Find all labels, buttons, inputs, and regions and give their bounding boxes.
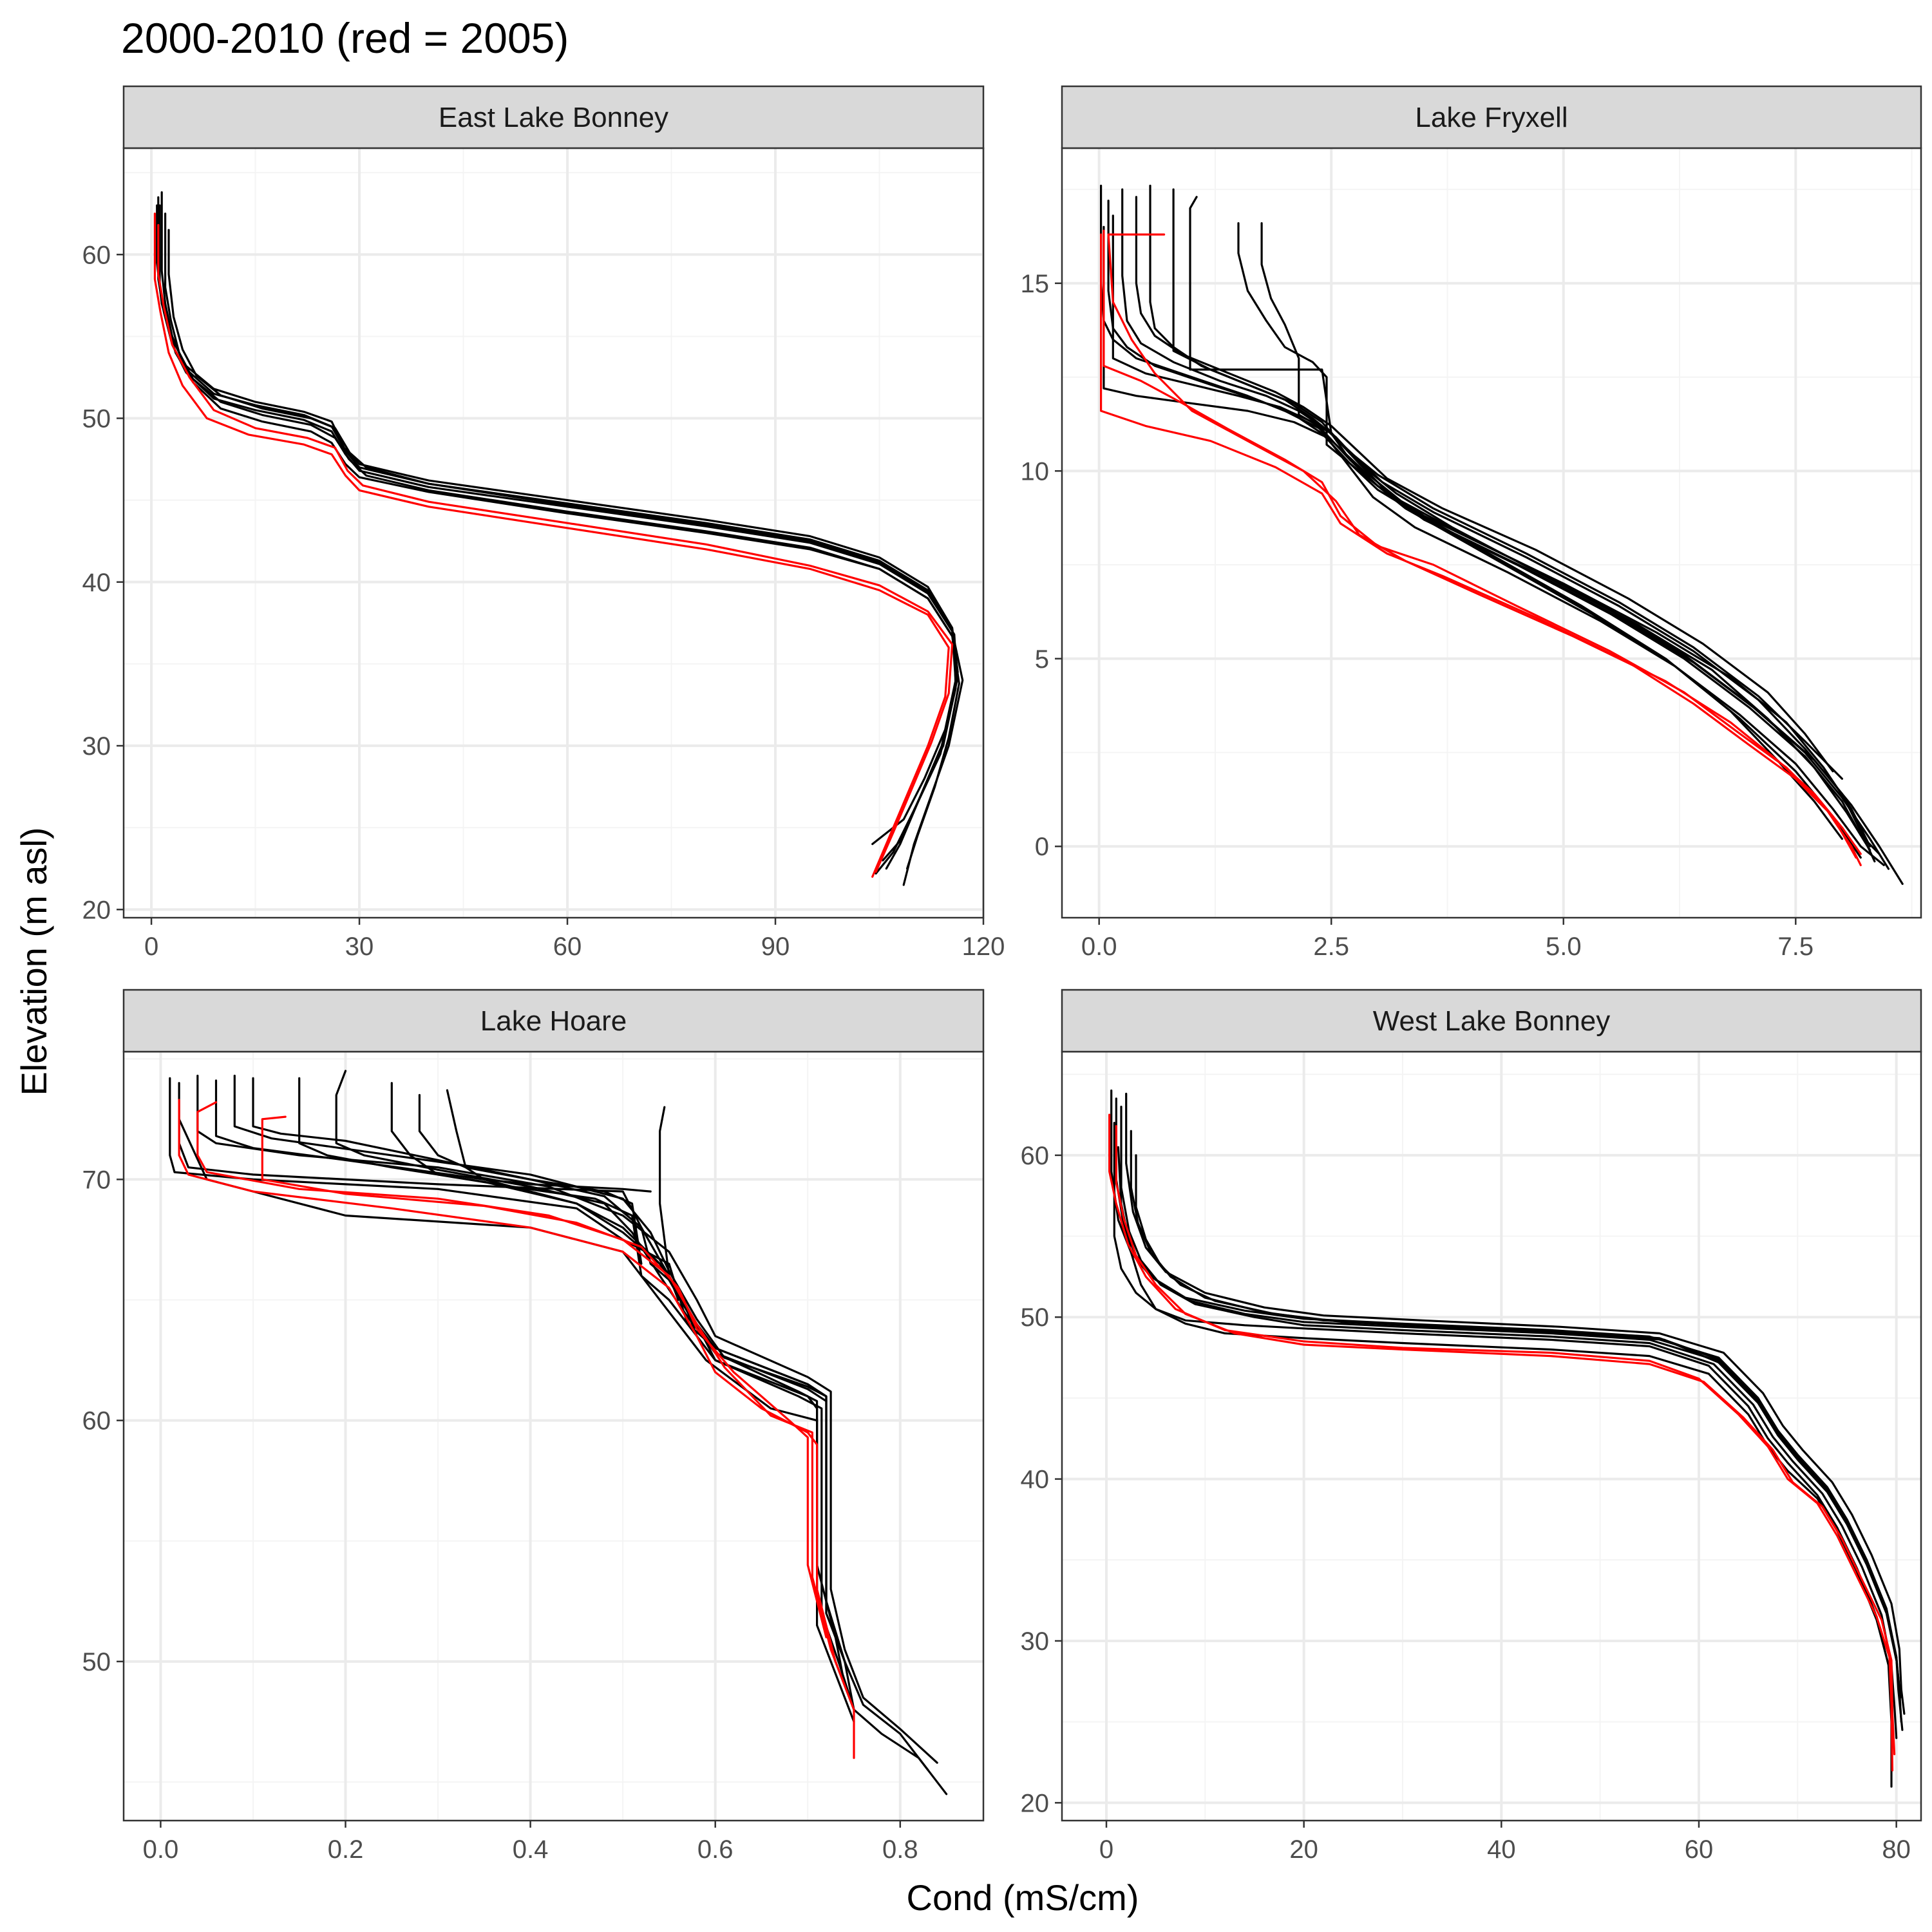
series-line-2005 [261,1115,828,1639]
series-line [1135,1154,1898,1662]
y-tick-label: 40 [82,569,111,597]
facet-label: Lake Fryxell [1415,102,1567,133]
series-line [298,1077,828,1615]
facet-strip [122,85,985,149]
y-tick-label: 70 [82,1166,111,1194]
x-tick-label: 0.8 [882,1835,918,1864]
series-line-2005 [1115,1125,1896,1756]
x-tick-label: 0.0 [143,1835,179,1864]
series-line [167,229,964,886]
y-tick-label: 10 [1021,457,1050,486]
facet-strip [122,989,985,1053]
x-tick-label: 60 [1685,1835,1714,1864]
series-line [1107,200,1904,886]
y-tick-label: 30 [1021,1627,1050,1656]
series-line [1237,222,1862,859]
y-tick-label: 60 [82,1407,111,1435]
y-tick-label: 30 [82,732,111,761]
panel-lake-fryxell: Lake Fryxell 0.0 2.5 5.0 7.5 0 5 10 15 [1021,85,1922,961]
y-tick-label: 50 [82,1648,111,1676]
series-group [153,191,964,886]
y-tick-label: 20 [1021,1789,1050,1817]
y-tick-label: 40 [1021,1466,1050,1494]
x-tick-label: 2.5 [1313,933,1349,961]
panel-background [1062,148,1921,918]
facet-label: Lake Hoare [480,1005,627,1037]
panel-west-lake-bonney: West Lake Bonney 0 20 40 60 80 20 30 40 50 60 [1021,989,1922,1864]
y-axis-title: Elevation (m asl) [14,827,54,1095]
series-line [252,1077,855,1711]
series-line [1172,188,1843,780]
x-tick-label: 5.0 [1546,933,1582,961]
series-line [1113,1122,1893,1788]
series-line-2005 [157,223,954,873]
facet-strip [1061,85,1922,149]
panel-lake-hoare: Lake Hoare 0.0 0.2 0.4 0.6 0.8 50 60 70 [82,989,985,1864]
x-tick-label: 7.5 [1778,933,1814,961]
series-line [1112,214,1871,848]
y-tick-label: 60 [82,241,111,269]
series-group [169,1070,948,1795]
x-tick-label: 20 [1289,1835,1318,1864]
panel-background [124,148,983,918]
x-tick-label: 0.0 [1081,933,1117,961]
y-tick-label: 15 [1021,270,1050,298]
y-tick-label: 0 [1035,833,1049,861]
y-tick-label: 50 [82,405,111,433]
series-line [1121,188,1876,863]
x-tick-label: 0.6 [697,1835,734,1864]
series-line [446,1089,652,1193]
series-line [1135,196,1834,773]
x-tick-label: 80 [1882,1835,1911,1864]
figure-title: 2000-2010 (red = 2005) [121,14,569,62]
x-tick-label: 120 [962,933,1005,961]
y-tick-label: 5 [1035,645,1049,674]
x-tick-label: 60 [553,933,582,961]
x-tick-label: 40 [1487,1835,1516,1864]
y-tick-label: 20 [82,896,111,924]
series-line [1260,222,1843,840]
series-line-2005 [178,1099,855,1759]
y-tick-label: 60 [1021,1142,1050,1170]
series-line [156,204,959,846]
facet-label: West Lake Bonney [1373,1005,1611,1037]
x-tick-label: 0.2 [328,1835,364,1864]
series-line [164,213,957,875]
series-line [1120,1105,1898,1739]
series-line [390,1082,698,1338]
series-line-2005 [153,213,950,878]
facet-strip [1061,989,1922,1053]
x-tick-label: 30 [345,933,374,961]
panel-east-lake-bonney: East Lake Bonney 0 30 60 90 120 20 30 40 50 60 [82,85,1005,961]
series-group [1108,1089,1906,1788]
series-line-2005 [1107,233,1862,855]
x-axis-title: Cond (mS/cm) [907,1877,1139,1918]
series-line-2005 [1108,1113,1894,1772]
x-tick-label: 0 [1099,1835,1113,1864]
series-group [1100,184,1904,886]
x-tick-label: 0 [144,933,158,961]
y-tick-label: 50 [1021,1303,1050,1332]
facet-label: East Lake Bonney [439,102,668,133]
x-tick-label: 90 [761,933,790,961]
series-line-2005 [196,1101,846,1687]
series-line [418,1094,643,1265]
x-tick-label: 0.4 [513,1835,549,1864]
